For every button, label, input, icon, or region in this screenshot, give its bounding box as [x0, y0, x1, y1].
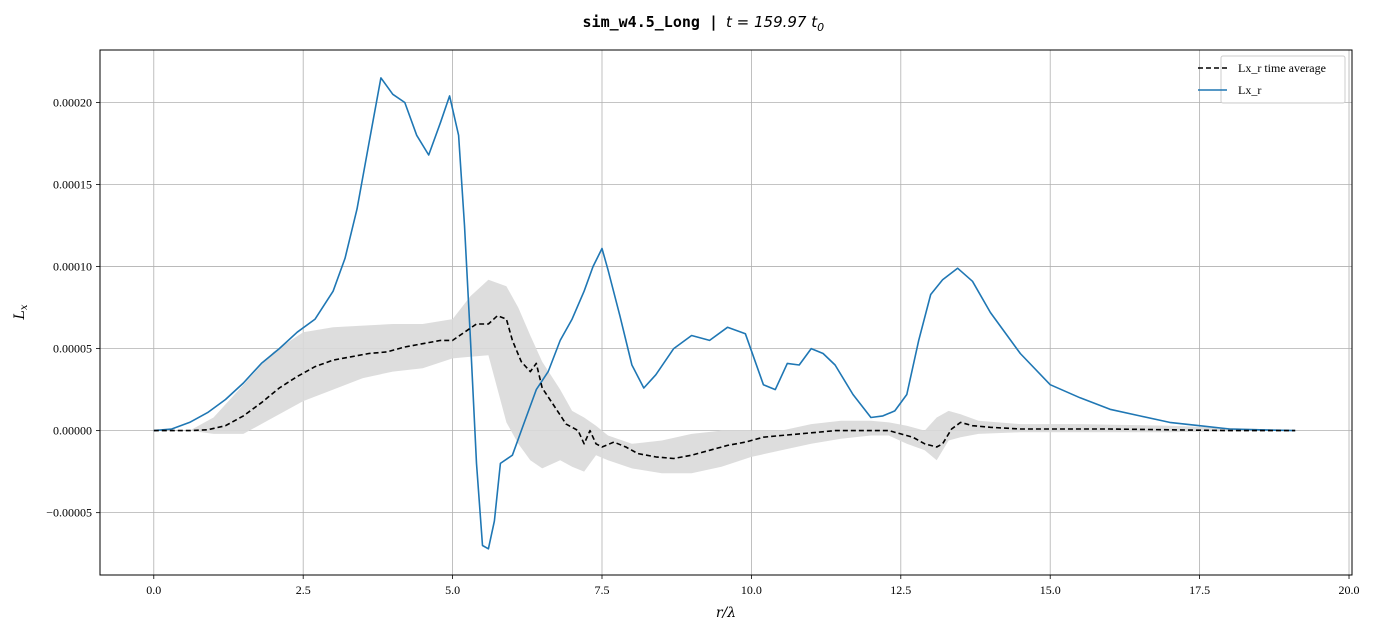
x-tick-label: 10.0	[741, 583, 762, 597]
legend-label-lx-r: Lx_r	[1238, 83, 1261, 97]
chart-title-mono: sim_w4.5_Long |	[583, 13, 718, 32]
grid-lines	[100, 50, 1352, 575]
y-tick-label: 0.00015	[53, 178, 92, 192]
legend-box	[1220, 55, 1346, 104]
chart-title: sim_w4.5_Long | t = 159.97 t0	[583, 13, 825, 34]
series-line-lx-r	[153, 77, 1296, 550]
y-tick-label: −0.00005	[46, 506, 92, 520]
series-lines	[153, 77, 1296, 550]
y-tick-label: 0.00010	[53, 260, 92, 274]
y-axis-label: Lx	[12, 304, 30, 320]
x-tick-label: 7.5	[594, 583, 609, 597]
x-tick-label: 12.5	[890, 583, 911, 597]
y-axis-label-sub: x	[19, 304, 30, 310]
plot-frame	[99, 49, 1353, 576]
x-axis-label: r/λ	[716, 605, 736, 621]
x-tick-label: 0.0	[146, 583, 161, 597]
y-axis-label-main: L	[12, 310, 28, 320]
std-band-area	[153, 279, 1296, 474]
x-tick-label: 15.0	[1040, 583, 1061, 597]
x-tick-label: 17.5	[1189, 583, 1210, 597]
chart-title-math: t = 159.97 t0	[726, 13, 824, 34]
x-tick-label: 5.0	[445, 583, 460, 597]
chart-title-math-text: t = 159.97 t	[726, 13, 818, 31]
x-tick-label: 2.5	[296, 583, 311, 597]
y-axis-ticks: −0.00005 0.00000 0.00005 0.00010 0.00015 0.00…	[46, 96, 100, 520]
legend-label-time-average: Lx_r time average	[1238, 61, 1326, 75]
std-band	[153, 279, 1296, 474]
series-line-time-average	[153, 314, 1296, 460]
y-tick-label: 0.00000	[53, 424, 92, 438]
y-tick-label: 0.00005	[53, 342, 92, 356]
x-tick-label: 20.0	[1339, 583, 1360, 597]
y-tick-label: 0.00020	[53, 96, 92, 110]
chart-title-math-sub: 0	[817, 21, 824, 34]
legend: Lx_r time average Lx_r	[1198, 55, 1346, 104]
x-axis-ticks: 0.0 2.5 5.0 7.5 10.0 12.5 15.0 17.5 20.0	[146, 575, 1360, 597]
